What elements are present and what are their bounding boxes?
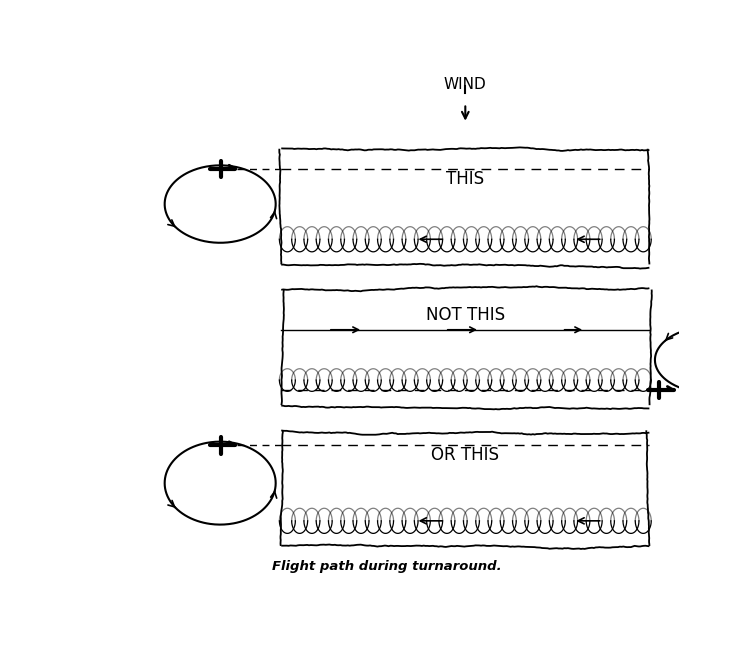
Text: Flight path during turnaround.: Flight path during turnaround. xyxy=(271,560,501,573)
Text: THIS: THIS xyxy=(446,170,484,188)
Text: NOT THIS: NOT THIS xyxy=(426,306,505,324)
Text: WIND: WIND xyxy=(444,78,486,93)
Text: OR THIS: OR THIS xyxy=(431,447,499,464)
